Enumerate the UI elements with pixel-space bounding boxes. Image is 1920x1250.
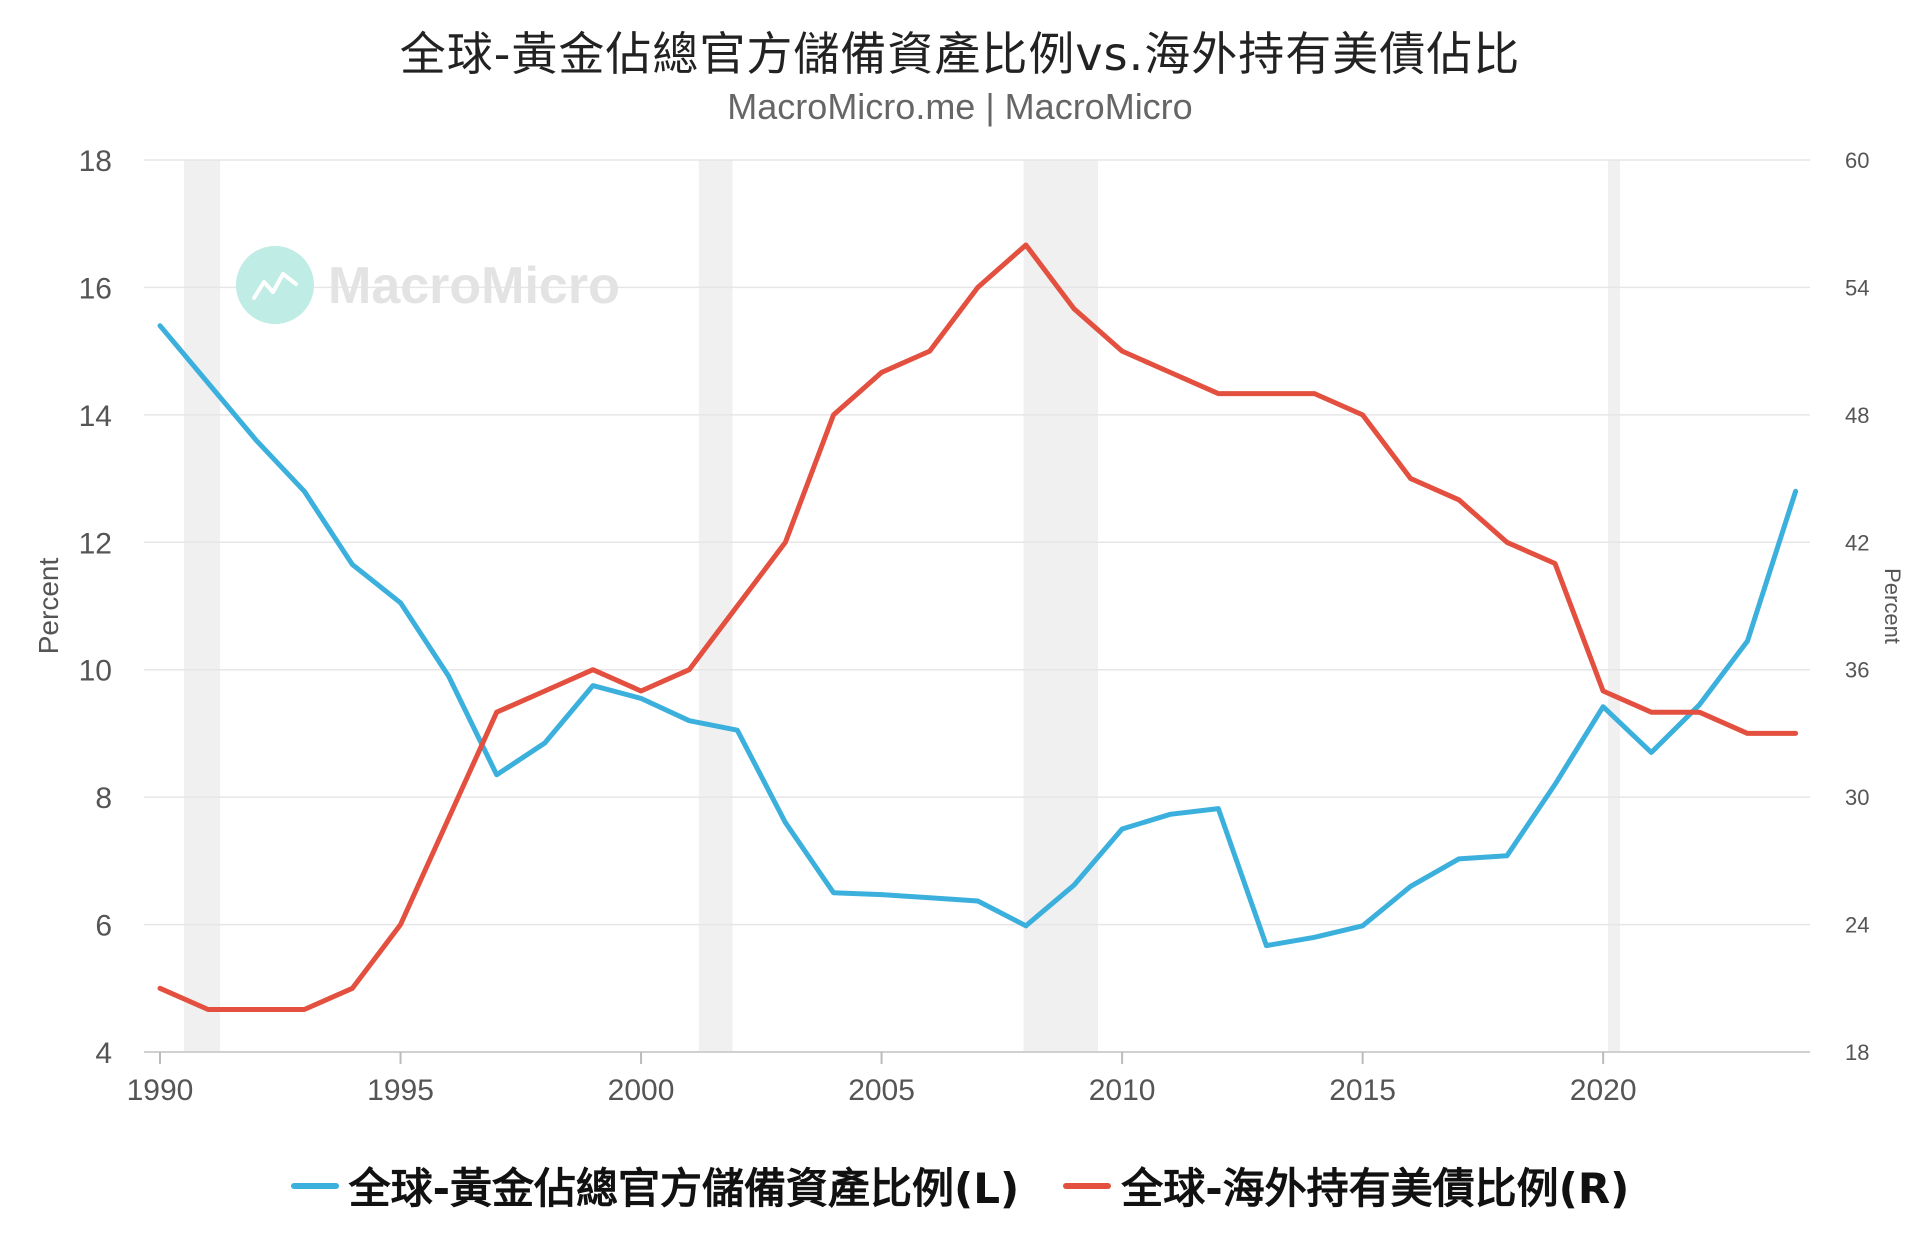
recession-band-0 [184,160,221,1052]
legend-label-gold: 全球-黃金佔總官方儲備資產比例(L) [348,1164,1020,1213]
y-left-tick-label: 10 [79,655,112,688]
watermark-logo-line-icon [252,272,298,300]
series-line-0 [157,323,1799,949]
y-left-tick-label: 14 [79,400,112,433]
x-tick-label: 1990 [127,1074,194,1107]
x-tick-label: 2005 [848,1074,915,1107]
x-tick-label: 2015 [1329,1074,1396,1107]
y-left-axis-label: Percent [33,558,64,655]
chart-title: 全球-黃金佔總官方儲備資產比例vs.海外持有美債佔比 [399,27,1521,81]
y-right-tick-label: 36 [1845,658,1869,683]
y-left-tick-label: 6 [95,910,112,943]
x-tick-label: 2020 [1570,1074,1637,1107]
y-right-tick-label: 24 [1845,913,1869,938]
y-right-tick-label: 48 [1845,403,1869,428]
legend-label-treasury: 全球-海外持有美債比例(R) [1121,1164,1630,1213]
x-tick-label: 2000 [608,1074,675,1107]
x-tick-label: 1995 [367,1074,434,1107]
y-left-tick-label: 18 [79,145,112,178]
chart-subtitle: MacroMicro.me | MacroMicro [727,86,1193,127]
axes: 4 6 8 10 12 14 16 18 18 24 30 36 42 48 54 60 1990 1995 200… [33,145,1905,1107]
y-right-tick-label: 42 [1845,530,1869,555]
recession-band-2 [1023,160,1099,1052]
y-right-tick-label: 30 [1845,785,1869,810]
recession-band-1 [698,160,733,1052]
y-left-tick-label: 8 [95,782,112,815]
legend-item-treasury[interactable]: 全球-海外持有美債比例(R) [1063,1155,1629,1216]
recession-band-3 [1607,160,1620,1052]
watermark: MacroMicro [236,246,620,324]
y-right-axis-label: Percent [1880,568,1905,644]
legend-swatch-treasury [1063,1182,1112,1189]
legend-swatch-gold [290,1182,339,1189]
recession-bands [184,160,1620,1052]
y-right-tick-label: 54 [1845,275,1869,300]
series-lines [157,242,1799,1012]
x-tick-label: 2010 [1089,1074,1156,1107]
y-left-tick-label: 16 [79,272,112,305]
y-right-tick-label: 18 [1845,1040,1869,1065]
legend: 全球-黃金佔總官方儲備資產比例(L) 全球-海外持有美債比例(R) [0,1155,1920,1216]
y-left-tick-label: 4 [95,1037,112,1070]
y-left-tick-label: 12 [79,527,112,560]
legend-item-gold[interactable]: 全球-黃金佔總官方儲備資產比例(L) [290,1155,1020,1216]
series-line-1 [157,242,1799,1012]
watermark-text: MacroMicro [328,257,620,315]
y-right-tick-label: 60 [1845,148,1869,173]
